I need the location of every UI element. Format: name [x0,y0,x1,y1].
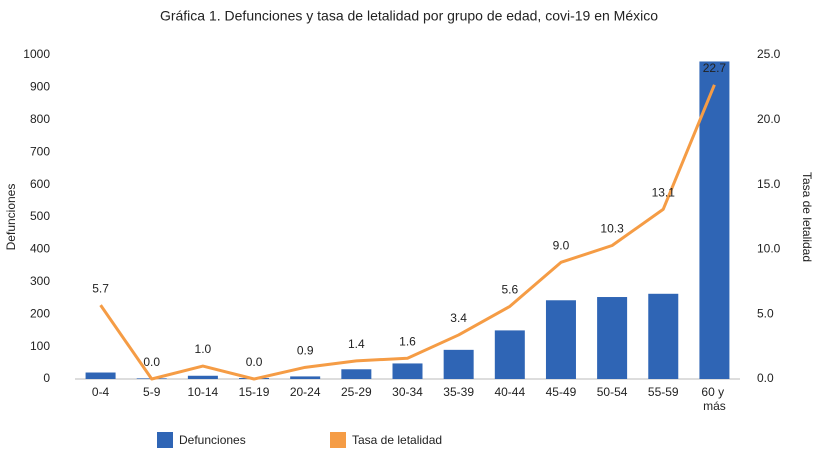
y2-tick-label: 20.0 [757,112,781,126]
x-tick-label: 0-4 [92,385,110,399]
y-tick-label: 800 [30,112,50,126]
line [99,84,716,381]
y-axis-title: Defunciones [4,184,18,251]
x-tick-label: 50-54 [597,385,628,399]
data-label: 1.4 [348,337,365,351]
data-label: 10.3 [600,222,624,236]
y-tick-label: 500 [30,209,50,223]
x-tick-label: 15-19 [239,385,270,399]
data-label: 22.7 [703,61,727,75]
data-label: 5.7 [92,281,109,295]
x-tick-label: 55-59 [648,385,679,399]
legend-swatch [330,432,346,448]
data-label: 9.0 [553,239,570,253]
bar [699,61,730,379]
y-tick-label: 600 [30,177,50,191]
y2-tick-label: 15.0 [757,177,781,191]
x-tick-label: 45-49 [546,385,577,399]
data-label: 0.0 [143,355,160,369]
y2-axis-title: Tasa de letalidad [800,172,814,262]
bar [85,372,116,379]
bar [494,330,525,379]
data-label: 13.1 [652,185,676,199]
legend-label: Defunciones [179,433,246,447]
x-tick-label: 10-14 [188,385,219,399]
bar [443,349,474,379]
x-tick-label: 35-39 [443,385,474,399]
y-tick-label: 0 [43,371,50,385]
bar [290,376,321,379]
bar [341,369,372,379]
y-tick-label: 100 [30,339,50,353]
data-label: 1.0 [195,342,212,356]
y2-tick-label: 5.0 [757,306,774,320]
data-label: 1.6 [399,334,416,348]
x-tick-label: 30-34 [392,385,423,399]
x-tick-label: 40-44 [494,385,525,399]
y-tick-label: 1000 [23,47,50,61]
x-tick-label: 60 y más [701,385,727,413]
x-tick-label: 5-9 [143,385,161,399]
data-label: 0.0 [246,355,263,369]
chart-title: Gráfica 1. Defunciones y tasa de letalid… [160,8,658,24]
y-tick-label: 900 [30,80,50,94]
bar [392,363,423,379]
data-label: 3.4 [450,311,467,325]
y-tick-label: 400 [30,242,50,256]
x-tick-label: 20-24 [290,385,321,399]
y2-tick-label: 25.0 [757,47,781,61]
y-tick-label: 300 [30,274,50,288]
y-tick-label: 700 [30,144,50,158]
bar [648,293,679,379]
bar [187,375,218,379]
bar [597,297,628,379]
y-tick-label: 200 [30,306,50,320]
bar [545,300,576,379]
y2-tick-label: 10.0 [757,242,781,256]
legend-swatch [157,432,173,448]
x-tick-label: 25-29 [341,385,372,399]
legend-label: Tasa de letalidad [352,433,442,447]
y2-tick-label: 0.0 [757,371,774,385]
data-label: 0.9 [297,344,314,358]
data-label: 5.6 [501,283,518,297]
